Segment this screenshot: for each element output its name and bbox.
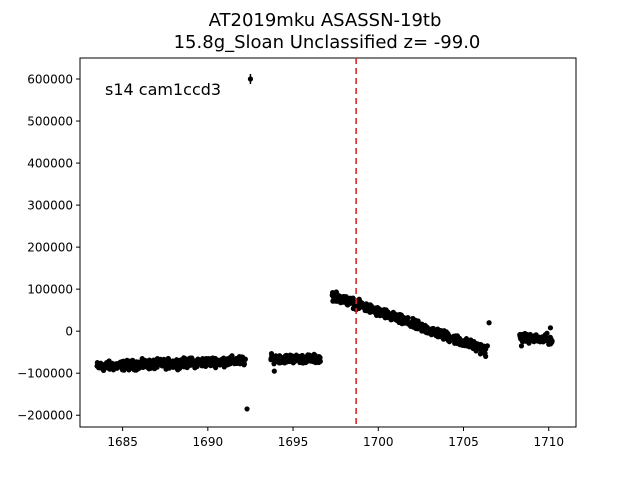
outlier-point <box>547 325 554 331</box>
outlier-point <box>247 76 254 82</box>
y-tick-label: 0 <box>65 325 73 339</box>
data-point <box>405 314 411 321</box>
y-tick-label: 600000 <box>27 73 73 87</box>
outlier-point <box>518 343 525 349</box>
outlier-point <box>483 353 489 359</box>
y-tick-label: 300000 <box>27 199 73 213</box>
y-tick-label: 100000 <box>27 283 73 297</box>
data-point <box>241 361 247 367</box>
data-point <box>229 353 235 359</box>
y-tick-label: 400000 <box>27 157 73 171</box>
y-tick-label: 500000 <box>27 115 73 129</box>
y-tick-label: −100000 <box>17 367 73 381</box>
outlier-point <box>486 320 492 326</box>
y-axis-ticks: −200000 −100000 0 100000 200000 300000 400000 5… <box>17 73 80 423</box>
outlier-point <box>544 330 550 336</box>
data-point <box>317 355 323 361</box>
outlier-point <box>484 343 490 349</box>
x-tick-label: 1690 <box>193 435 224 449</box>
outlier-point <box>244 406 250 412</box>
camera-annotation: s14 cam1ccd3 <box>105 80 221 99</box>
y-tick-label: 200000 <box>27 241 73 255</box>
data-point <box>549 338 555 344</box>
plot-area <box>79 57 577 428</box>
outlier-point <box>271 368 277 374</box>
x-tick-label: 1700 <box>363 435 394 449</box>
outlier-point <box>440 329 446 335</box>
x-tick-label: 1710 <box>533 435 564 449</box>
data-point <box>242 356 248 362</box>
chart-title-line-1: AT2019mku ASASSN-19tb <box>209 10 442 31</box>
x-tick-label: 1685 <box>107 435 138 449</box>
x-tick-label: 1695 <box>278 435 309 449</box>
data-point <box>317 358 323 364</box>
chart-title-line-2: 15.8g_Sloan Unclassified z= -99.0 <box>174 32 481 53</box>
x-axis-ticks: 1685 1690 1695 1700 1705 1710 <box>107 427 564 449</box>
data-points <box>94 73 555 412</box>
y-tick-label: −200000 <box>17 409 73 423</box>
x-tick-label: 1705 <box>448 435 479 449</box>
